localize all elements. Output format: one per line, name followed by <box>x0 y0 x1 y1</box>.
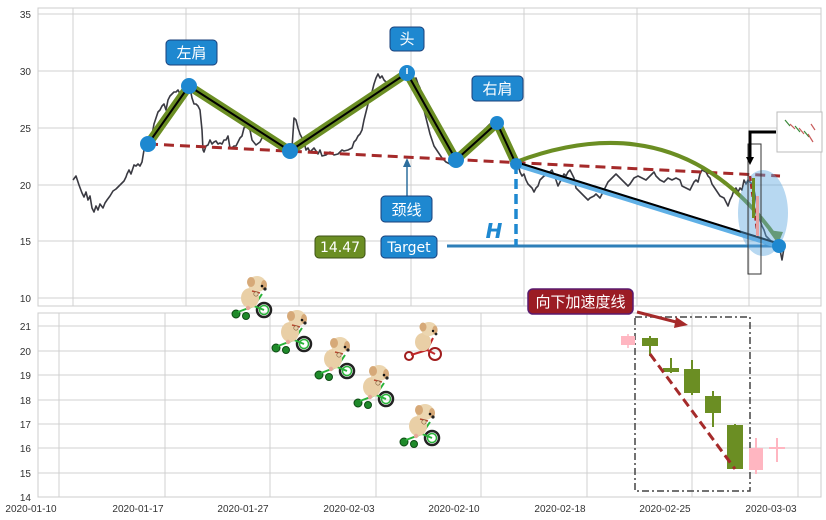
bottom-ytick: 20 <box>20 347 32 358</box>
marker-mid-neck-1 <box>282 143 298 159</box>
bottom-ytick: 19 <box>20 371 32 382</box>
label-neckline: 颈线 <box>380 195 433 223</box>
xtick: 2020-02-10 <box>428 504 480 515</box>
candle <box>705 396 721 413</box>
candle <box>749 448 763 470</box>
top-ytick: 35 <box>20 10 32 21</box>
neckline <box>147 142 781 178</box>
breakdown-band <box>515 161 781 249</box>
accel-pointer <box>636 310 681 325</box>
label-head: 头 <box>389 26 425 52</box>
marker-left-shoulder <box>181 78 197 94</box>
label-right-shoulder: 右肩 <box>471 75 524 102</box>
accel-pointer-head <box>674 317 688 328</box>
label-accel-line: 向下加速度线 <box>527 288 634 315</box>
accel-trend-line <box>648 353 737 470</box>
xtick: 2020-02-25 <box>639 504 691 515</box>
highlight-ellipse <box>738 170 788 256</box>
candle <box>621 336 635 345</box>
bottom-ytick: 16 <box>20 444 32 455</box>
top-ytick: 15 <box>20 237 32 248</box>
accel-zone-box <box>634 316 751 492</box>
xtick: 2020-02-18 <box>534 504 586 515</box>
bottom-y-ticks: 21 20 19 18 17 16 15 14 <box>20 322 32 504</box>
svg-text:14.47: 14.47 <box>320 240 360 256</box>
xtick: 2020-01-10 <box>5 504 57 515</box>
neckline-pointer-head <box>403 158 411 167</box>
marker-target <box>772 239 786 253</box>
label-target-value: 14.47 <box>314 235 366 259</box>
svg-text:右肩: 右肩 <box>482 80 512 98</box>
top-ytick: 30 <box>20 67 32 78</box>
pattern-markers <box>140 65 786 253</box>
marker-left-neck <box>140 136 156 152</box>
svg-text:头: 头 <box>399 30 414 48</box>
top-ytick: 25 <box>20 124 32 135</box>
bottom-ytick: 17 <box>20 420 32 431</box>
top-chart: 35 30 25 20 15 10 <box>20 7 823 307</box>
bottom-ytick: 18 <box>20 396 32 407</box>
thumbnail-inset <box>776 111 823 153</box>
marker-mid-neck-2 <box>448 152 464 168</box>
top-ytick: 10 <box>20 294 32 305</box>
top-y-ticks: 35 30 25 20 15 10 <box>20 10 32 305</box>
svg-text:颈线: 颈线 <box>391 201 421 219</box>
breakdown-line <box>515 161 781 245</box>
inset-pointer-head <box>746 157 754 165</box>
svg-text:向下加速度线: 向下加速度线 <box>535 293 625 311</box>
svg-text:Target: Target <box>386 240 431 256</box>
crash-zone-box <box>747 143 762 275</box>
bottom-x-ticks: 2020-01-10 2020-01-17 2020-01-27 2020-02… <box>5 504 797 515</box>
label-height: H <box>486 219 503 243</box>
bottom-v-gridlines <box>58 313 799 497</box>
candle <box>684 369 700 393</box>
xtick: 2020-03-03 <box>745 504 797 515</box>
xtick: 2020-01-17 <box>112 504 164 515</box>
bottom-chart: 21 20 19 18 17 16 15 14 2020-01-10 2020-… <box>5 288 822 515</box>
candles <box>621 334 785 474</box>
label-target: Target <box>380 235 438 259</box>
projection-arc <box>515 141 780 242</box>
candle <box>663 368 679 372</box>
candle <box>727 425 743 469</box>
bottom-ytick: 15 <box>20 469 32 480</box>
svg-text:左肩: 左肩 <box>176 44 206 62</box>
mini-candles <box>748 175 759 236</box>
candle <box>642 338 658 346</box>
bottom-ytick: 14 <box>20 493 32 504</box>
marker-breakdown <box>510 158 522 170</box>
bottom-ytick: 21 <box>20 322 32 333</box>
marker-right-shoulder <box>490 116 504 130</box>
xtick: 2020-02-03 <box>323 504 375 515</box>
label-left-shoulder: 左肩 <box>165 39 218 66</box>
inset-pointer <box>748 130 776 158</box>
xtick: 2020-01-27 <box>217 504 269 515</box>
top-ytick: 20 <box>20 181 32 192</box>
